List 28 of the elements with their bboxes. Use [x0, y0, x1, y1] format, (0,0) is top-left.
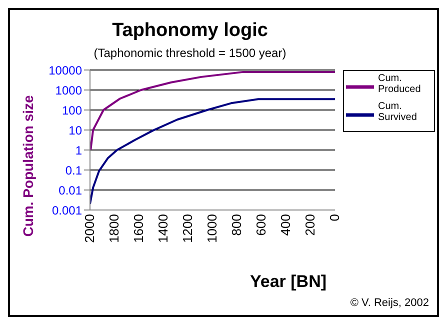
y-tick-label: 0.001: [52, 203, 82, 218]
x-tick-label: 2000: [82, 214, 98, 243]
y-axis-title: Cum. Population size: [20, 95, 36, 237]
y-tick-label: 1: [75, 143, 82, 158]
y-tick-label: 10000: [48, 63, 82, 78]
x-tick-label: 0: [327, 214, 342, 222]
legend-label: Cum. Produced: [378, 73, 422, 95]
x-tick-label: 1200: [180, 214, 196, 243]
x-tick-label: 1000: [204, 214, 220, 243]
x-axis-title: Year [BN]: [250, 272, 327, 292]
legend-label: Cum. Survived: [378, 101, 418, 123]
line-series: [90, 70, 335, 151]
chart-subtitle: (Taphonomic threshold = 1500 year): [92, 46, 288, 60]
x-tick-label: 1800: [106, 214, 122, 243]
x-tick-label: 400: [278, 214, 294, 236]
x-tick-label: 1600: [131, 214, 146, 243]
y-tick-label: 1000: [55, 83, 82, 98]
y-tick-label: 0.01: [58, 183, 82, 198]
x-tick-label: 600: [254, 214, 269, 236]
y-tick-label: 0.1: [65, 163, 82, 178]
x-tick-label: 200: [302, 214, 318, 236]
x-tick-label: 800: [229, 214, 244, 236]
y-tick-label: 100: [62, 103, 82, 118]
x-tick-label: 1400: [156, 214, 171, 243]
text: © V. Reijs, 2002: [350, 297, 429, 309]
line-series: [90, 98, 335, 205]
chart-title: Taphonomy logic: [111, 20, 269, 42]
y-tick-label: 10: [68, 123, 82, 138]
